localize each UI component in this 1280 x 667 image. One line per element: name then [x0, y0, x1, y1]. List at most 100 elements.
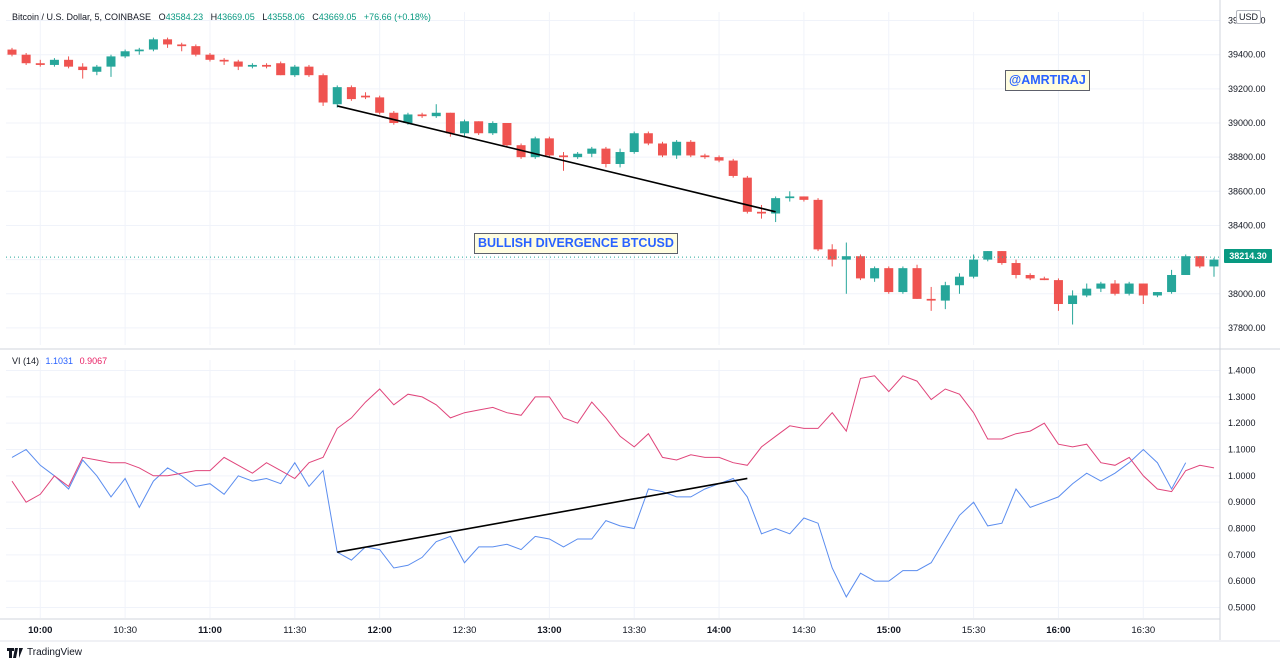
vi-tick-label: 1.3000: [1228, 392, 1256, 402]
time-tick-label: 16:30: [1131, 625, 1155, 636]
candle-body: [1053, 280, 1063, 305]
candle-body: [417, 114, 427, 117]
candle-body: [601, 148, 611, 164]
open-label: O: [158, 12, 166, 22]
time-tick-label: 15:30: [962, 625, 986, 636]
currency-button[interactable]: USD: [1236, 10, 1262, 24]
candle-body: [870, 268, 880, 279]
candle-body: [120, 51, 130, 57]
candle-body: [926, 298, 936, 301]
candle-body: [672, 141, 682, 156]
ohlc-legend: Bitcoin / U.S. Dollar, 5, COINBASE O4358…: [12, 12, 431, 22]
price-tick-label: 38000.00: [1228, 289, 1266, 299]
vi-plus-value: 1.1031: [45, 356, 74, 366]
candle-body: [799, 196, 809, 200]
candle-body: [1124, 283, 1134, 294]
candle-body: [884, 268, 894, 293]
candle-body: [163, 39, 173, 45]
candle-body: [1195, 256, 1205, 267]
vi-title: VI (14): [12, 356, 40, 366]
time-tick-label: 10:30: [113, 625, 137, 636]
vi-tick-label: 0.6000: [1228, 576, 1256, 586]
vi-tick-label: 1.0000: [1228, 471, 1256, 481]
open-value: 43584.23: [165, 12, 204, 22]
candle-body: [389, 112, 399, 123]
candle-body: [742, 177, 752, 212]
tradingview-brand[interactable]: TradingView: [7, 647, 82, 658]
candle-body: [64, 59, 74, 67]
candle-body: [714, 157, 724, 161]
candle-body: [361, 95, 371, 98]
vi-minus-value: 0.9067: [79, 356, 108, 366]
vi-trendline[interactable]: [337, 477, 748, 553]
close-label: C: [312, 12, 319, 22]
time-tick-label: 11:00: [198, 625, 222, 636]
candle-body: [1068, 295, 1078, 305]
candle-body: [559, 155, 569, 158]
candle-body: [431, 112, 441, 117]
candle-body: [516, 145, 526, 158]
low-label: L: [262, 12, 268, 22]
candle-body: [983, 251, 993, 260]
vi-plus-line: [11, 448, 1187, 598]
candle-body: [445, 112, 455, 134]
symbol-title: Bitcoin / U.S. Dollar, 5, COINBASE: [12, 12, 152, 22]
vi-tick-label: 0.8000: [1228, 523, 1256, 533]
vi-tick-label: 1.1000: [1228, 445, 1256, 455]
candle-body: [502, 123, 512, 146]
candle-body: [615, 152, 625, 164]
vi-tick-label: 0.5000: [1228, 602, 1256, 612]
candle-body: [756, 211, 766, 214]
divergence-annotation[interactable]: BULLISH DIVERGENCE BTCUSD: [474, 233, 678, 254]
candle-body: [530, 138, 540, 158]
candle-body: [233, 61, 243, 67]
high-value: 43669.05: [217, 12, 255, 22]
candle-body: [657, 143, 667, 156]
candle-body: [544, 138, 554, 156]
price-tick-label: 39400.00: [1228, 50, 1266, 60]
candle-body: [827, 249, 837, 260]
candle-body: [841, 256, 851, 260]
candle-body: [1096, 283, 1106, 289]
time-tick-label: 13:30: [622, 625, 646, 636]
time-tick-label: 12:00: [368, 625, 392, 636]
candle-body: [318, 75, 328, 103]
candle-body: [1181, 256, 1191, 275]
watermark-annotation[interactable]: @AMRTIRAJ: [1005, 70, 1090, 91]
candle-body: [290, 66, 300, 76]
brand-name: TradingView: [27, 647, 83, 658]
candle-body: [375, 97, 385, 113]
time-tick-label: 16:00: [1046, 625, 1070, 636]
vi-minus-line: [11, 375, 1215, 503]
tradingview-logo-icon: [7, 647, 23, 658]
candle-body: [276, 63, 286, 76]
candle-body: [912, 268, 922, 299]
candle-body: [403, 114, 413, 123]
candle-body: [488, 123, 498, 134]
candle-body: [855, 256, 865, 279]
candle-body: [134, 49, 144, 52]
candle-body: [954, 276, 964, 286]
close-value: 43669.05: [318, 12, 357, 22]
candle-body: [940, 285, 950, 301]
candle-body: [686, 141, 696, 156]
candle-body: [78, 66, 88, 71]
candle-body: [728, 160, 738, 176]
candle-body: [1039, 278, 1049, 281]
price-trendline[interactable]: [337, 105, 776, 213]
candle-body: [262, 64, 272, 67]
candle-body: [1138, 283, 1148, 296]
time-tick-label: 15:00: [877, 625, 901, 636]
candle-body: [460, 121, 470, 134]
last-price-badge: 38214.30: [1224, 249, 1272, 263]
candle-body: [474, 121, 484, 134]
candle-body: [21, 54, 31, 64]
time-tick-label: 12:30: [453, 625, 477, 636]
candle-body: [813, 199, 823, 250]
candle-body: [587, 148, 597, 154]
price-tick-label: 38400.00: [1228, 220, 1266, 230]
time-tick-label: 14:00: [707, 625, 731, 636]
candle-body: [191, 46, 201, 55]
vi-tick-label: 0.7000: [1228, 550, 1256, 560]
